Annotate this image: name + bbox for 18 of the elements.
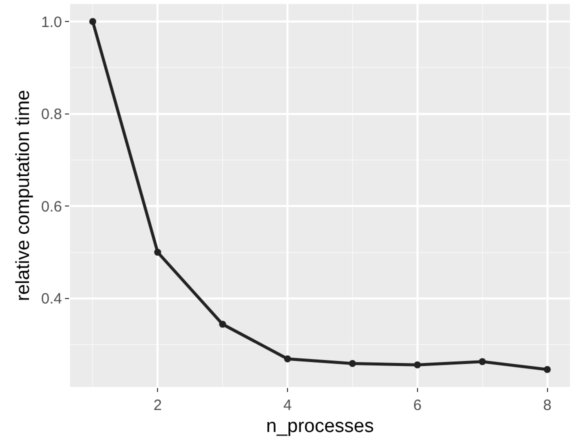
point bbox=[89, 18, 96, 26]
y-tick-label: 0.6 bbox=[41, 198, 62, 216]
y-axis-title: relative computation time bbox=[12, 90, 34, 302]
y-tick-label: 1.0 bbox=[41, 14, 62, 31]
point bbox=[219, 320, 226, 328]
x-axis-title: n_processes bbox=[266, 416, 374, 437]
x-tick-label: 2 bbox=[153, 397, 162, 414]
point bbox=[154, 248, 162, 256]
point bbox=[414, 361, 421, 368]
point bbox=[544, 366, 551, 373]
point bbox=[348, 360, 356, 367]
x-tick-label: 4 bbox=[283, 397, 292, 414]
y-tick-label: 0.4 bbox=[41, 290, 62, 308]
y-tick-label: 0.8 bbox=[41, 106, 62, 124]
point bbox=[478, 358, 486, 366]
x-tick-label: 6 bbox=[413, 397, 422, 414]
point bbox=[284, 355, 292, 362]
x-tick-label: 8 bbox=[543, 397, 552, 414]
